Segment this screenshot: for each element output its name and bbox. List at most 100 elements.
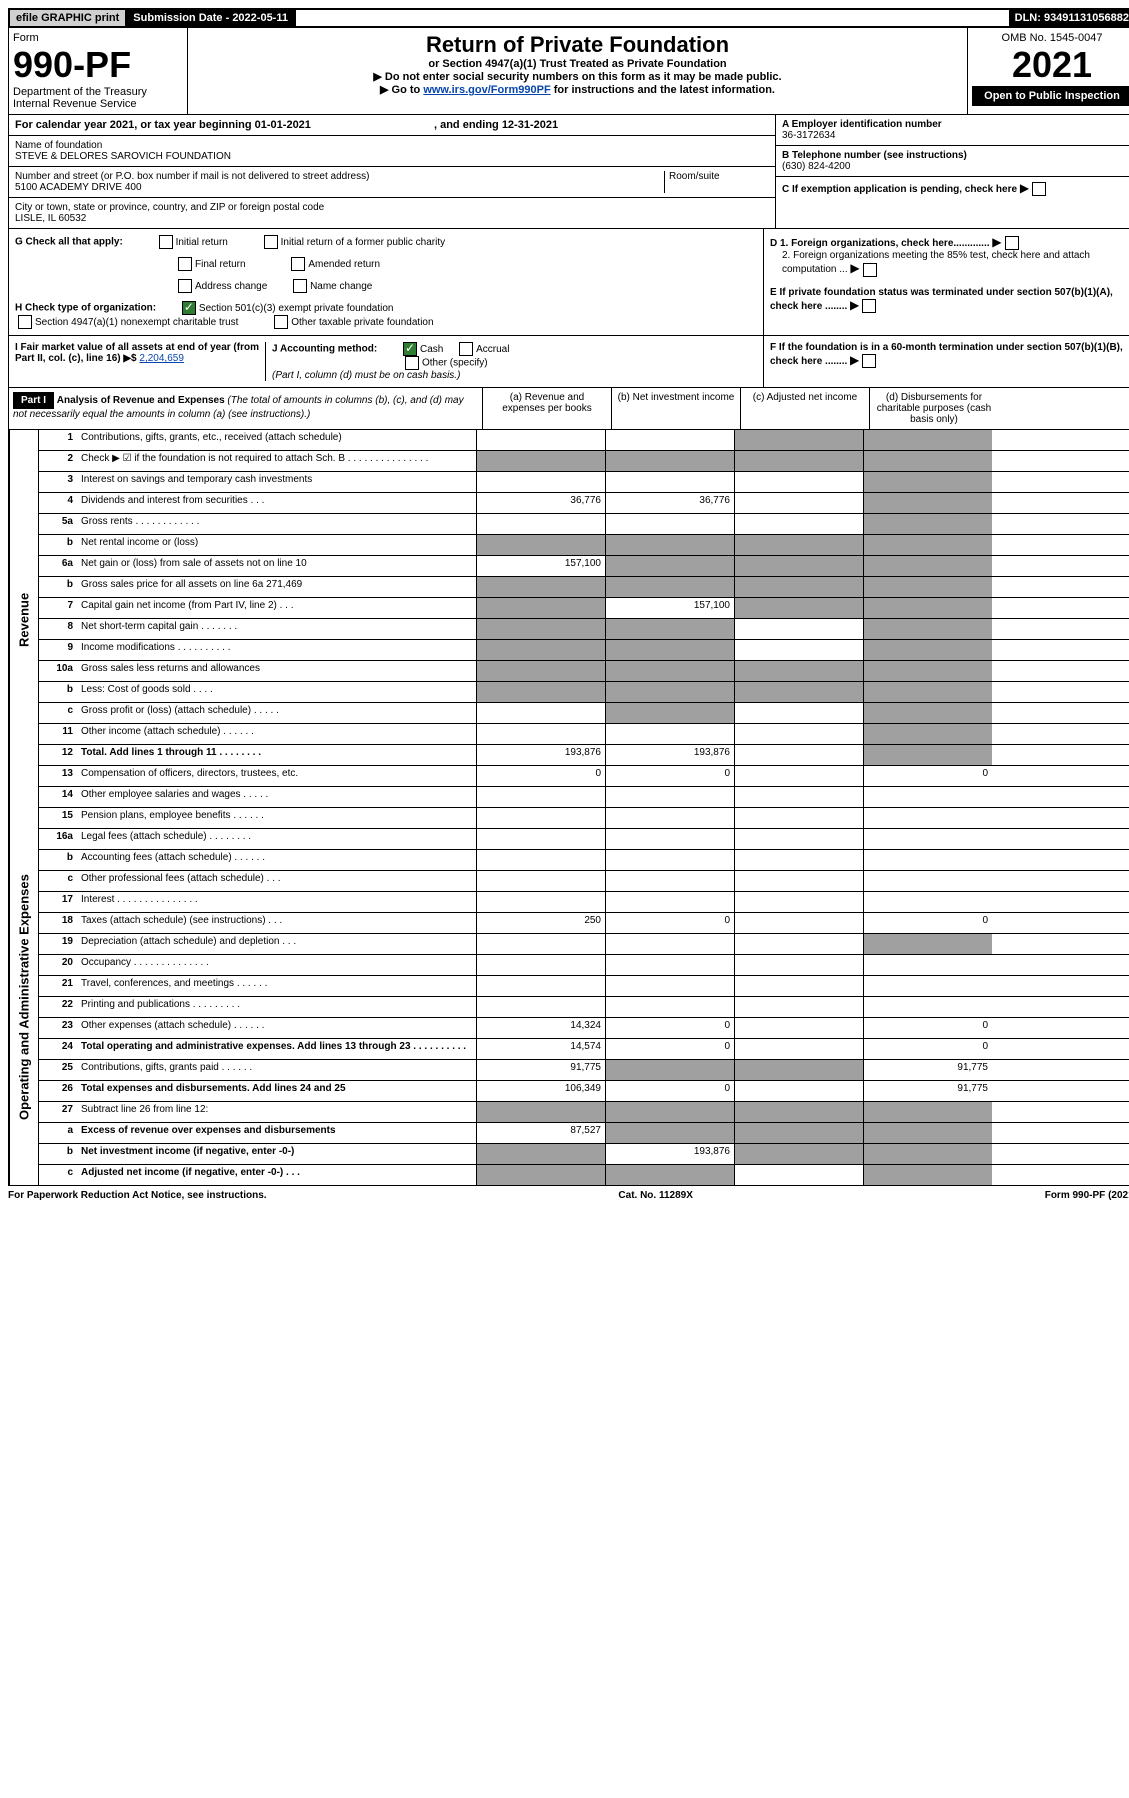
c-label: C If exemption application is pending, c… xyxy=(782,184,1017,195)
address-change-checkbox[interactable] xyxy=(178,279,192,293)
line-description: Net rental income or (loss) xyxy=(77,535,476,555)
value-cell xyxy=(476,661,605,681)
efile-print-button[interactable]: efile GRAPHIC print xyxy=(10,10,127,26)
line-number: a xyxy=(39,1123,77,1143)
value-cell xyxy=(734,535,863,555)
value-cell xyxy=(476,1102,605,1122)
line-description: Occupancy . . . . . . . . . . . . . . xyxy=(77,955,476,975)
table-row: cGross profit or (loss) (attach schedule… xyxy=(39,703,1129,724)
line-number: b xyxy=(39,1144,77,1164)
value-cell xyxy=(863,577,992,597)
foundation-name: STEVE & DELORES SAROVICH FOUNDATION xyxy=(15,151,769,162)
fmv-link[interactable]: 2,204,659 xyxy=(139,353,184,364)
f-checkbox[interactable] xyxy=(862,354,876,368)
value-cell xyxy=(863,997,992,1017)
city-value: LISLE, IL 60532 xyxy=(15,213,769,224)
value-cell xyxy=(605,451,734,471)
value-cell xyxy=(476,598,605,618)
value-cell xyxy=(605,430,734,450)
line-number: 16a xyxy=(39,829,77,849)
value-cell xyxy=(734,640,863,660)
initial-former-checkbox[interactable] xyxy=(264,235,278,249)
value-cell xyxy=(863,682,992,702)
cash-checkbox[interactable] xyxy=(403,342,417,356)
j-note: (Part I, column (d) must be on cash basi… xyxy=(272,370,757,381)
value-cell xyxy=(605,955,734,975)
line-number: 15 xyxy=(39,808,77,828)
line-number: 9 xyxy=(39,640,77,660)
table-row: bNet investment income (if negative, ent… xyxy=(39,1144,1129,1165)
d2-checkbox[interactable] xyxy=(863,263,877,277)
table-row: 2Check ▶ ☑ if the foundation is not requ… xyxy=(39,451,1129,472)
final-return-checkbox[interactable] xyxy=(178,257,192,271)
street-label: Number and street (or P.O. box number if… xyxy=(15,171,664,182)
other-method-checkbox[interactable] xyxy=(405,356,419,370)
value-cell xyxy=(734,724,863,744)
other-taxable-checkbox[interactable] xyxy=(274,315,288,329)
instructions-link[interactable]: www.irs.gov/Form990PF xyxy=(423,84,550,96)
line-description: Printing and publications . . . . . . . … xyxy=(77,997,476,1017)
value-cell xyxy=(734,619,863,639)
line-number: 12 xyxy=(39,745,77,765)
value-cell xyxy=(863,430,992,450)
value-cell xyxy=(863,556,992,576)
table-row: 16aLegal fees (attach schedule) . . . . … xyxy=(39,829,1129,850)
table-row: 19Depreciation (attach schedule) and dep… xyxy=(39,934,1129,955)
line-description: Total expenses and disbursements. Add li… xyxy=(77,1081,476,1101)
line-number: b xyxy=(39,577,77,597)
value-cell: 193,876 xyxy=(476,745,605,765)
name-change-checkbox[interactable] xyxy=(293,279,307,293)
line-number: 25 xyxy=(39,1060,77,1080)
open-inspection: Open to Public Inspection xyxy=(972,86,1129,106)
value-cell xyxy=(863,808,992,828)
value-cell xyxy=(605,514,734,534)
table-row: 3Interest on savings and temporary cash … xyxy=(39,472,1129,493)
line-description: Interest . . . . . . . . . . . . . . . xyxy=(77,892,476,912)
line-description: Total. Add lines 1 through 11 . . . . . … xyxy=(77,745,476,765)
value-cell: 193,876 xyxy=(605,1144,734,1164)
d1-checkbox[interactable] xyxy=(1005,236,1019,250)
line-number: 19 xyxy=(39,934,77,954)
4947-checkbox[interactable] xyxy=(18,315,32,329)
value-cell xyxy=(476,829,605,849)
value-cell xyxy=(734,430,863,450)
value-cell: 157,100 xyxy=(605,598,734,618)
accrual-checkbox[interactable] xyxy=(459,342,473,356)
line-number: 18 xyxy=(39,913,77,933)
value-cell xyxy=(476,976,605,996)
value-cell xyxy=(605,829,734,849)
value-cell xyxy=(476,703,605,723)
line-description: Other expenses (attach schedule) . . . .… xyxy=(77,1018,476,1038)
501c3-checkbox[interactable] xyxy=(182,301,196,315)
value-cell xyxy=(863,892,992,912)
table-row: 1Contributions, gifts, grants, etc., rec… xyxy=(39,430,1129,451)
value-cell xyxy=(863,703,992,723)
table-row: 11Other income (attach schedule) . . . .… xyxy=(39,724,1129,745)
table-row: cOther professional fees (attach schedul… xyxy=(39,871,1129,892)
tax-year: 2021 xyxy=(972,44,1129,86)
value-cell xyxy=(476,850,605,870)
amended-checkbox[interactable] xyxy=(291,257,305,271)
line-description: Excess of revenue over expenses and disb… xyxy=(77,1123,476,1143)
value-cell xyxy=(734,577,863,597)
line-number: 20 xyxy=(39,955,77,975)
part1-table: Revenue Operating and Administrative Exp… xyxy=(8,430,1129,1186)
form-header: Form 990-PF Department of the Treasury I… xyxy=(8,28,1129,115)
line-description: Travel, conferences, and meetings . . . … xyxy=(77,976,476,996)
c-checkbox[interactable] xyxy=(1032,182,1046,196)
form-footer: Form 990-PF (2021) xyxy=(1045,1190,1129,1201)
value-cell xyxy=(863,535,992,555)
initial-return-checkbox[interactable] xyxy=(159,235,173,249)
value-cell xyxy=(734,598,863,618)
line-number: 10a xyxy=(39,661,77,681)
value-cell xyxy=(476,1144,605,1164)
value-cell xyxy=(863,976,992,996)
e-checkbox[interactable] xyxy=(862,299,876,313)
value-cell xyxy=(476,430,605,450)
value-cell xyxy=(734,976,863,996)
line-description: Accounting fees (attach schedule) . . . … xyxy=(77,850,476,870)
value-cell: 0 xyxy=(605,1039,734,1059)
line-description: Total operating and administrative expen… xyxy=(77,1039,476,1059)
line-description: Gross rents . . . . . . . . . . . . xyxy=(77,514,476,534)
value-cell xyxy=(863,745,992,765)
